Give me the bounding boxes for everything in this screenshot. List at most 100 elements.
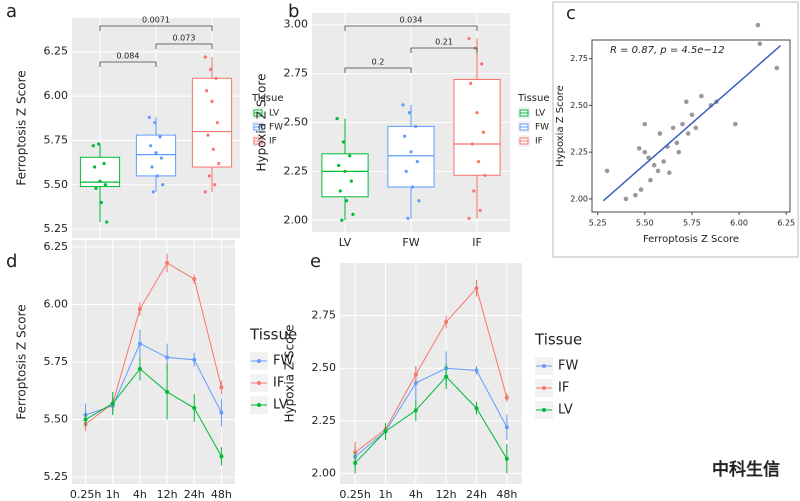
y-axis-label: Ferroptosis Z Score <box>15 70 29 185</box>
point <box>469 81 473 85</box>
point <box>165 389 170 394</box>
point <box>689 112 695 118</box>
point <box>401 103 405 107</box>
y-axis-label: Hypoxia Z Score <box>555 85 566 167</box>
point <box>219 454 224 459</box>
point <box>755 22 761 28</box>
y-tick-label: 5.50 <box>44 178 69 191</box>
x-tick-label: 1h <box>379 488 393 501</box>
point <box>210 99 214 103</box>
point <box>757 41 763 47</box>
point <box>407 111 412 115</box>
y-axis-label: Hypoxia Z Score <box>283 325 297 423</box>
point <box>213 183 217 187</box>
point <box>161 183 165 187</box>
x-tick-label: 4h <box>409 488 423 501</box>
point <box>415 160 419 164</box>
point <box>651 162 657 168</box>
line <box>85 262 222 425</box>
legend-dot <box>542 364 546 368</box>
point <box>476 160 481 164</box>
point <box>203 190 207 194</box>
line <box>354 375 508 464</box>
y-tick-label: 5.25 <box>44 470 69 483</box>
legend-dot <box>542 408 546 412</box>
y-tick-label: 2.75 <box>284 67 309 80</box>
x-tick-label: 48h <box>496 488 517 501</box>
point <box>98 179 102 183</box>
x-tick-label: 48h <box>211 488 232 501</box>
point <box>467 36 471 41</box>
panel-label: e <box>310 251 321 272</box>
point <box>657 131 663 136</box>
point <box>214 76 218 80</box>
point <box>410 185 415 189</box>
x-tick-label: 6.00 <box>730 219 748 228</box>
point <box>344 199 349 203</box>
y-tick-label: 2.50 <box>284 116 309 129</box>
point <box>159 156 163 160</box>
panel-frame <box>552 1 799 258</box>
box <box>453 78 501 176</box>
point <box>414 124 418 129</box>
panel-label: a <box>6 1 17 22</box>
x-tick-label: 24h <box>184 488 205 501</box>
y-tick-label: 2.75 <box>570 54 588 63</box>
point <box>646 155 651 161</box>
point <box>341 140 346 144</box>
point <box>209 67 213 72</box>
point <box>478 208 482 213</box>
x-tick-label: 5.50 <box>636 219 654 228</box>
point <box>348 154 352 158</box>
point <box>670 125 676 131</box>
y-tick-label: 5.25 <box>44 222 69 235</box>
y-tick-label: 6.25 <box>44 240 69 253</box>
point <box>655 168 661 174</box>
y-tick-label: 2.00 <box>312 466 337 479</box>
point <box>155 174 159 178</box>
bracket <box>410 47 478 53</box>
y-axis-label: Hypoxia Z Score <box>255 74 269 172</box>
y-tick-label: 2.50 <box>312 361 337 374</box>
point <box>642 149 648 155</box>
legend-label: IF <box>269 137 277 147</box>
point <box>680 121 685 127</box>
point <box>217 161 221 166</box>
point <box>774 65 780 71</box>
point <box>481 130 485 134</box>
point <box>667 170 672 176</box>
point <box>474 286 479 291</box>
point <box>165 261 170 266</box>
legend-label: IF <box>558 381 569 396</box>
fit-line <box>602 45 782 202</box>
point <box>99 200 103 205</box>
y-tick-label: 2.75 <box>312 309 337 322</box>
y-tick-label: 3.00 <box>284 18 309 31</box>
legend-label: LV <box>558 403 573 418</box>
line <box>354 367 508 458</box>
point <box>504 425 509 430</box>
point <box>467 216 471 220</box>
point <box>383 429 388 434</box>
point <box>192 277 197 282</box>
y-tick-label: 2.25 <box>284 164 309 177</box>
point <box>93 165 97 169</box>
point <box>103 183 107 187</box>
point <box>165 355 170 360</box>
point <box>338 189 342 193</box>
annotation: R = 0.87, p = 4.5e−12 <box>610 45 725 56</box>
point <box>638 187 644 192</box>
legend-label: IF <box>535 137 543 147</box>
p-value: 0.2 <box>372 58 385 67</box>
legend-label: FW <box>558 359 578 374</box>
legend-label: LV <box>269 109 280 119</box>
line <box>85 368 222 457</box>
point <box>403 134 407 138</box>
point <box>151 190 155 194</box>
point <box>137 366 142 371</box>
bracket <box>99 25 213 31</box>
p-value: 0.21 <box>435 38 453 47</box>
y-tick-label: 6.00 <box>44 89 69 102</box>
bracket <box>155 43 213 49</box>
bracket <box>344 67 412 73</box>
